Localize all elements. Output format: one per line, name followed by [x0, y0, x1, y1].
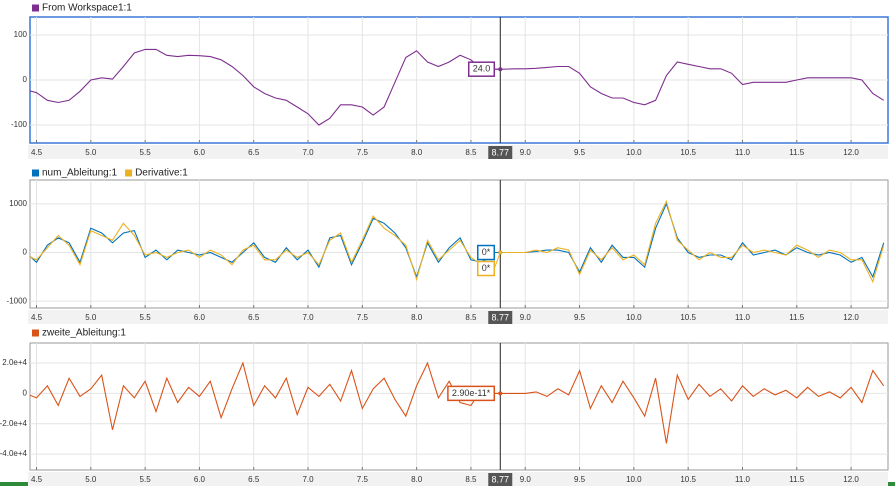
x-tick-label: 7.0	[302, 475, 314, 484]
y-tick-label: 100	[14, 30, 28, 39]
x-tick-label: 8.5	[465, 148, 477, 157]
data-tip	[447, 385, 496, 402]
cursor-label: 8.77	[492, 474, 510, 484]
x-tick-label: 7.5	[357, 475, 369, 484]
x-tick-label: 9.0	[520, 475, 532, 484]
y-tick-label: 1000	[9, 199, 27, 208]
x-tick-label: 8.0	[411, 148, 423, 157]
data-tip-label: 0*	[482, 263, 491, 273]
legend-label: zweite_Ableitung:1	[42, 328, 126, 339]
legend-swatch	[32, 169, 39, 177]
x-tick-label: 4.5	[31, 313, 43, 322]
x-tick-label: 6.5	[248, 148, 260, 157]
x-tick-label: 9.5	[574, 148, 586, 157]
y-tick-label: 2.0e+4	[2, 358, 27, 367]
x-tick-label: 12.0	[843, 475, 859, 484]
legend-swatch	[125, 169, 133, 177]
y-tick-label: 0	[23, 75, 28, 84]
plot-area	[29, 342, 889, 471]
x-tick-label: 7.5	[357, 313, 369, 322]
x-tick-label: 7.0	[302, 148, 314, 157]
x-tick-label: 9.0	[520, 313, 532, 322]
cursor-badge	[488, 146, 513, 159]
x-axis-band	[28, 472, 888, 486]
legend-label: num_Ableitung:1	[42, 168, 117, 179]
data-tip-label: 2.90e-11*	[452, 388, 491, 398]
x-tick-label: 11.5	[789, 148, 805, 157]
x-tick-label: 9.0	[520, 148, 532, 157]
x-axis-band	[28, 145, 888, 159]
x-tick-label: 11.0	[735, 475, 751, 484]
data-tip	[477, 260, 496, 277]
cursor-point	[498, 67, 503, 72]
x-tick-label: 6.0	[194, 475, 206, 484]
x-tick-label: 6.0	[194, 148, 206, 157]
y-tick-label: -100	[11, 120, 28, 129]
x-tick-label: 8.0	[411, 475, 423, 484]
x-tick-label: 5.5	[140, 148, 152, 157]
data-tip-label: 24.0	[473, 64, 491, 74]
x-tick-label: 9.5	[574, 475, 586, 484]
x-tick-label: 12.0	[843, 313, 859, 322]
x-tick-label: 6.5	[248, 475, 260, 484]
x-tick-label: 10.0	[626, 313, 642, 322]
legend-label: From Workspace1:1	[42, 3, 132, 14]
x-tick-label: 9.5	[574, 313, 586, 322]
x-tick-label: 5.5	[140, 475, 152, 484]
y-tick-label: -2.0e+4	[0, 419, 28, 428]
x-tick-label: 11.5	[789, 313, 805, 322]
series-line	[30, 48, 884, 126]
x-tick-label: 4.5	[31, 148, 43, 157]
x-tick-label: 12.0	[843, 148, 859, 157]
x-tick-label: 5.5	[140, 313, 152, 322]
x-tick-label: 10.5	[680, 475, 696, 484]
y-tick-label: -1000	[7, 296, 28, 305]
cursor-label: 8.77	[492, 147, 510, 157]
x-tick-label: 7.0	[302, 313, 314, 322]
x-tick-label: 10.5	[680, 148, 696, 157]
x-tick-label: 7.5	[357, 148, 369, 157]
x-tick-label: 8.5	[465, 313, 477, 322]
x-tick-label: 11.0	[735, 148, 751, 157]
legend-swatch	[32, 4, 39, 12]
cursor-label: 8.77	[492, 312, 510, 322]
x-tick-label: 6.0	[194, 313, 206, 322]
cursor-point	[498, 391, 503, 396]
x-tick-label: 11.5	[789, 475, 805, 484]
x-tick-label: 4.5	[31, 475, 43, 484]
plot-area	[29, 179, 889, 309]
y-tick-label: 0	[23, 388, 28, 397]
x-tick-label: 11.0	[735, 313, 751, 322]
x-tick-label: 5.0	[85, 148, 97, 157]
tip-connector	[493, 252, 501, 269]
y-tick-label: 0	[23, 248, 28, 257]
x-tick-label: 5.0	[85, 475, 97, 484]
x-tick-label: 8.0	[411, 313, 423, 322]
x-tick-label: 6.5	[248, 313, 260, 322]
series-line	[30, 199, 885, 284]
series-line	[30, 202, 885, 279]
y-tick-label: -4.0e+4	[0, 449, 28, 458]
cursor-point	[498, 250, 503, 255]
x-tick-label: 5.0	[85, 313, 97, 322]
x-tick-label: 10.5	[680, 313, 696, 322]
legend-swatch	[32, 329, 39, 337]
x-axis-band	[28, 310, 888, 324]
data-tip	[467, 61, 496, 77]
legend-label: Derivative:1	[135, 168, 188, 179]
x-tick-label: 10.0	[626, 148, 642, 157]
data-tip	[477, 244, 496, 261]
x-tick-label: 8.5	[465, 475, 477, 484]
x-tick-label: 10.0	[626, 475, 642, 484]
cursor-badge	[488, 311, 513, 324]
data-tip-label: 0*	[482, 247, 491, 257]
cursor-badge	[488, 473, 513, 486]
